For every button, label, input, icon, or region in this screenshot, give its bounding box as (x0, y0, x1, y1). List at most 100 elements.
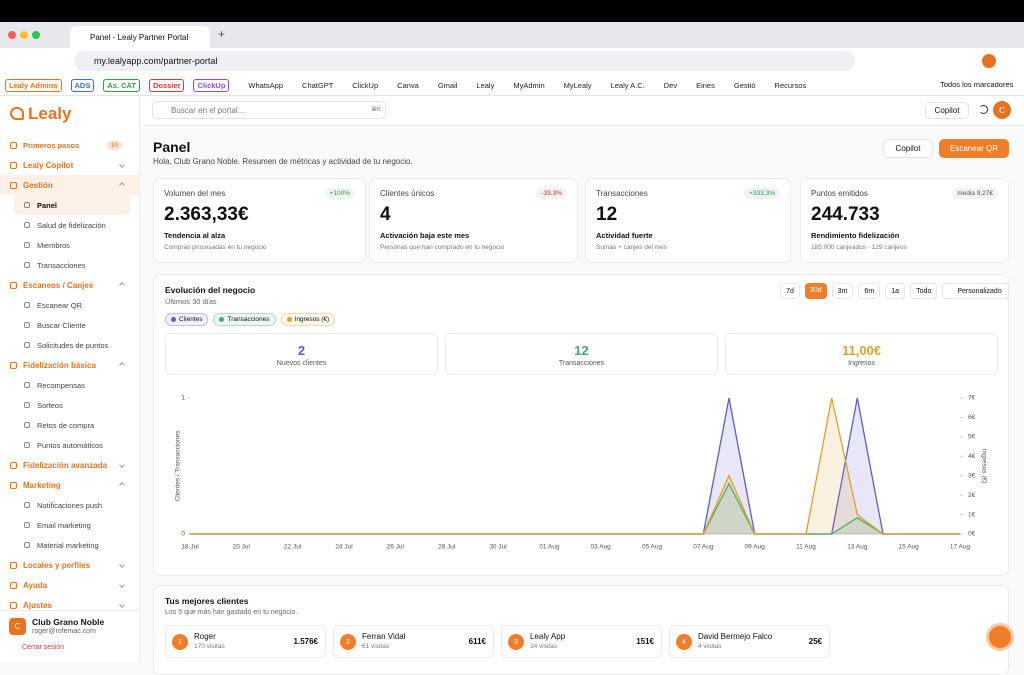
bookmark[interactable]: Lealy (476, 81, 495, 90)
y2-tick-label: 4€ (968, 453, 976, 460)
nav-icon (10, 181, 17, 189)
nav-item[interactable]: Puntos automáticos (0, 435, 140, 455)
scan-button[interactable]: Escanear QR (939, 139, 1009, 158)
nav-item[interactable]: Retos de compra (0, 415, 140, 435)
nav-section[interactable]: Primeros pasos 10 (0, 135, 140, 155)
x-tick-label: 05 Aug (642, 544, 663, 551)
nav-section[interactable]: Fidelización básica (0, 355, 140, 375)
client-amount: 25€ (808, 637, 822, 646)
bookmark[interactable]: ADS (70, 79, 95, 92)
nav-label: Buscar Cliente (37, 320, 86, 330)
nav-item[interactable]: Sorteos (0, 395, 140, 415)
bookmark[interactable]: Lealy A.C. (610, 81, 645, 90)
nav-section[interactable]: Escaneos / Canjes (0, 275, 140, 295)
bookmark[interactable]: MyAdmin (513, 81, 545, 90)
bookmark[interactable]: Gestió (733, 81, 756, 90)
chat-button[interactable] (986, 623, 1014, 651)
theme-toggle[interactable] (979, 105, 988, 114)
nav-section[interactable]: Lealy Copilot (0, 155, 140, 175)
client-visits: 170 visitas (194, 643, 225, 650)
nav-badge: 10 (106, 140, 122, 150)
nav-item[interactable]: Salud de fidelización (0, 215, 140, 235)
range-button[interactable]: 7d (780, 283, 800, 299)
bookmark[interactable]: ChatGPT (302, 81, 334, 90)
x-tick-label: 01 Aug (539, 544, 560, 551)
nav-item[interactable]: Email marketing (0, 515, 140, 535)
tab[interactable]: Panel - Lealy Partner Portal (70, 26, 210, 48)
kpi-card: Puntos emitidos media 9,27€ 244.733 Rendimi… (800, 178, 1009, 263)
copilot-button[interactable]: Copilot (883, 139, 933, 158)
nav-item[interactable]: Miembros (0, 235, 140, 255)
range-button[interactable]: 3m (831, 283, 854, 299)
evolution-title: Evolución del negocio (165, 285, 256, 295)
nav-item[interactable]: Notificaciones push (0, 495, 140, 515)
range-button[interactable]: Todo (910, 283, 938, 299)
client-card[interactable]: 2 Ferran Vidal 61 visitas 611€ (333, 625, 494, 658)
nav-item[interactable]: Recompensas (0, 375, 140, 395)
bookmark[interactable]: Dev (663, 81, 678, 90)
bookmark[interactable]: Canva (397, 81, 419, 90)
client-card[interactable]: 3 Lealy App 34 visitas 151€ (501, 625, 662, 658)
all-bookmarks[interactable]: Todos los marcadores (940, 80, 1014, 89)
range-button[interactable]: 30d (805, 283, 827, 299)
nav-section[interactable]: Ajustes (0, 595, 140, 610)
client-card[interactable]: 1 Roger 170 visitas 1.576€ (165, 625, 326, 658)
legend-item[interactable]: Transacciones (213, 313, 276, 326)
url-field[interactable]: my.lealyapp.com/partner-portal (74, 51, 855, 71)
bookmark[interactable]: Recursos (774, 81, 807, 90)
bookmark[interactable]: ClickUp (193, 79, 230, 92)
kpi-label: Transacciones (596, 189, 648, 198)
legend-item[interactable]: Clientes (165, 313, 209, 326)
min-dot[interactable] (20, 31, 28, 39)
bookmark[interactable]: MyLealy (563, 81, 592, 90)
nav-item[interactable]: Buscar Cliente (0, 315, 140, 335)
nav-item[interactable]: Material marketing (0, 535, 140, 555)
nav-section[interactable]: Ayuda (0, 575, 140, 595)
bookmark[interactable]: Lealy Admins (5, 79, 62, 92)
nav-item[interactable]: Escanear QR (0, 295, 140, 315)
nav-item[interactable]: Panel (14, 195, 130, 215)
bookmark[interactable]: Dossier (148, 79, 185, 92)
nav-label: Lealy Copilot (23, 160, 74, 170)
nav-label: Fidelización básica (23, 360, 96, 370)
page-title: Panel (153, 139, 191, 155)
legend-item[interactable]: Ingresos (€) (280, 313, 336, 326)
bookmark[interactable]: Gmail (437, 81, 458, 90)
nav-section[interactable]: Marketing (0, 475, 140, 495)
stat-box: 11,00€ Ingresos (725, 333, 998, 375)
user-box: C Club Grano Noble roger@rofemac.com Cer… (0, 610, 140, 662)
nav-section[interactable]: Gestión (0, 175, 140, 195)
logo[interactable]: Lealy (28, 104, 72, 123)
bookmark[interactable]: As. CAT (103, 79, 140, 92)
ranges: 7d 30d 3m 6m 1a Todo Personalizado (780, 283, 1009, 299)
profile[interactable] (982, 54, 996, 68)
avatar[interactable]: C (993, 101, 1011, 119)
nav-item[interactable]: Transacciones (0, 255, 140, 275)
client-card[interactable]: 4 David Bermejo Falco 4 visitas 25€ (669, 625, 830, 658)
range-button[interactable]: 6m (858, 283, 881, 299)
bookmark[interactable]: ClickUp (352, 81, 379, 90)
bookmark[interactable]: Eines (696, 81, 715, 90)
range-button[interactable]: 1a (885, 283, 906, 299)
search[interactable]: Buscar en el portal... ⌘K (152, 101, 386, 119)
kpi-delta: -33.3% (536, 188, 567, 199)
user-email: roger@rofemac.com (32, 628, 96, 635)
clients-subtitle: Los 5 que más han gastado en tu negocio. (165, 609, 298, 616)
nav-section[interactable]: Locales y perfiles (0, 555, 140, 575)
y2-tick-label: 7€ (968, 395, 976, 402)
logout[interactable]: Cerrar sesión (22, 644, 65, 651)
close-dot[interactable] (8, 31, 16, 39)
nav-section[interactable]: Fidelización avanzada (0, 455, 140, 475)
max-dot[interactable] (32, 31, 40, 39)
nav-label: Escanear QR (37, 300, 83, 310)
x-tick-label: 17 Aug (950, 544, 971, 551)
shortcut: ⌘K (370, 107, 381, 113)
bookmark[interactable]: WhatsApp (248, 81, 284, 90)
nav-item[interactable]: Solicitudes de puntos (0, 335, 140, 355)
new-tab[interactable]: + (218, 27, 226, 41)
client-rank: 4 (676, 634, 692, 650)
series-line (190, 397, 960, 535)
custom-range[interactable]: Personalizado (942, 283, 1009, 299)
x-tick-label: 07 Aug (693, 544, 714, 551)
copilot-button[interactable]: Copilot (925, 102, 969, 119)
